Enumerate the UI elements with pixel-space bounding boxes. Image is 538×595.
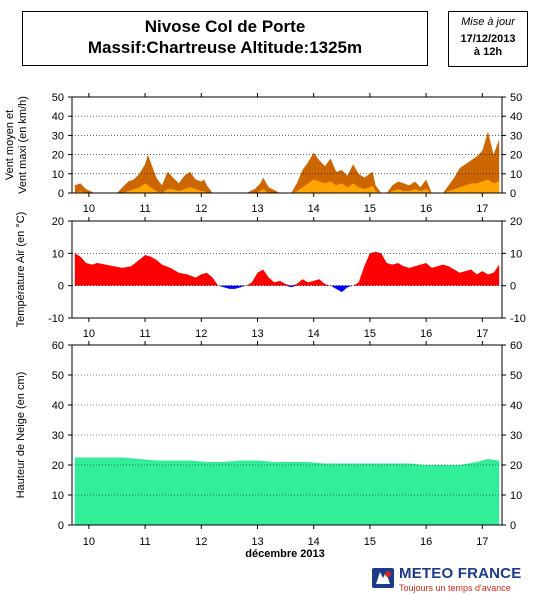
wind-xtick-label: 12: [195, 203, 207, 215]
snow-xtick-label: 17: [476, 536, 488, 548]
wind-ylabel-line2: Vent maxi (en km/h): [17, 96, 29, 194]
temperature-ytick-label-right: 0: [510, 281, 516, 293]
wind-ytick-label-left: 20: [52, 150, 64, 162]
temperature-xtick-label: 11: [139, 328, 150, 340]
snow-ytick-label-left: 10: [52, 490, 64, 502]
wind-ytick-label-left: 30: [52, 130, 64, 142]
wind-ytick-label-right: 0: [510, 188, 516, 200]
temperature-ylabel: Température Air (en °C): [15, 212, 27, 328]
snow-xtick-label: 12: [195, 536, 207, 548]
wind-ytick-label-left: 50: [52, 92, 64, 104]
snow-xtick-label: 10: [83, 536, 95, 548]
wind-ylabel-line1: Vent moyen et: [4, 110, 16, 180]
snow-ytick-label-right: 50: [510, 370, 522, 382]
wind-ytick-label-right: 10: [510, 169, 522, 181]
temperature-xtick-label: 14: [308, 328, 320, 340]
wind-ytick-label-right: 20: [510, 150, 522, 162]
snow-ytick-label-left: 50: [52, 370, 64, 382]
wind-ytick-label-right: 30: [510, 130, 522, 142]
logo-slogan: Toujours un temps d'avance: [399, 583, 511, 593]
snow-ytick-label-left: 0: [58, 520, 64, 532]
wind-ytick-label-right: 40: [510, 111, 522, 123]
temperature-ytick-label-left: -10: [48, 313, 64, 325]
snow-ytick-label-left: 30: [52, 430, 64, 442]
meteo-france-logo-icon: [372, 568, 394, 588]
snow-ytick-label-right: 30: [510, 430, 522, 442]
snow-ytick-label-left: 40: [52, 400, 64, 412]
snow-xtick-label: 13: [251, 536, 263, 548]
temperature-ytick-label-right: -10: [510, 313, 526, 325]
temperature-xtick-label: 12: [195, 328, 207, 340]
snow-xtick-label: 16: [420, 536, 432, 548]
temperature-xtick-label: 17: [476, 328, 488, 340]
snow-xtick-label: 15: [364, 536, 376, 548]
snow-xlabel: décembre 2013: [245, 548, 325, 560]
temperature-xtick-label: 13: [251, 328, 263, 340]
temperature-xtick-label: 15: [364, 328, 376, 340]
snow-ytick-label-right: 20: [510, 460, 522, 472]
wind-xtick-label: 11: [139, 203, 150, 215]
snow-depth-area: [75, 458, 499, 526]
snow-xtick-label: 11: [139, 536, 150, 548]
meteogram-chart: 0 0 10 10 20 20 30 30 40 40 50 50 10 11 12 13 14 15 16 17 Ve…: [0, 0, 538, 560]
wind-ytick-label-left: 10: [52, 169, 64, 181]
snow-ylabel: Hauteur de Neige (en cm): [15, 372, 27, 499]
wind-ytick-label-right: 50: [510, 92, 522, 104]
snow-xtick-label: 14: [308, 536, 320, 548]
temperature-xtick-label: 16: [420, 328, 432, 340]
meteo-france-logo: METEO FRANCE Toujours un temps d'avance: [368, 565, 538, 593]
snow-ytick-label-right: 0: [510, 520, 516, 532]
temperature-ytick-label-left: 10: [52, 248, 64, 260]
temperature-ytick-label-right: 20: [510, 216, 522, 228]
wind-ytick-label-left: 40: [52, 111, 64, 123]
snow-ytick-label-left: 60: [52, 340, 64, 352]
wind-xtick-label: 10: [83, 203, 95, 215]
wind-xtick-label: 14: [308, 203, 320, 215]
wind-xtick-label: 16: [420, 203, 432, 215]
temperature-ytick-label-left: 20: [52, 216, 64, 228]
snow-ytick-label-left: 20: [52, 460, 64, 472]
temperature-ytick-label-right: 10: [510, 248, 522, 260]
wind-xtick-label: 17: [476, 203, 488, 215]
wind-xtick-label: 15: [364, 203, 376, 215]
wind-ytick-label-left: 0: [58, 188, 64, 200]
temperature-ytick-label-left: 0: [58, 281, 64, 293]
wind-xtick-label: 13: [251, 203, 263, 215]
temperature-xtick-label: 10: [83, 328, 95, 340]
snow-ytick-label-right: 10: [510, 490, 522, 502]
logo-name: METEO FRANCE: [399, 565, 521, 582]
snow-ytick-label-right: 60: [510, 340, 522, 352]
snow-ytick-label-right: 40: [510, 400, 522, 412]
